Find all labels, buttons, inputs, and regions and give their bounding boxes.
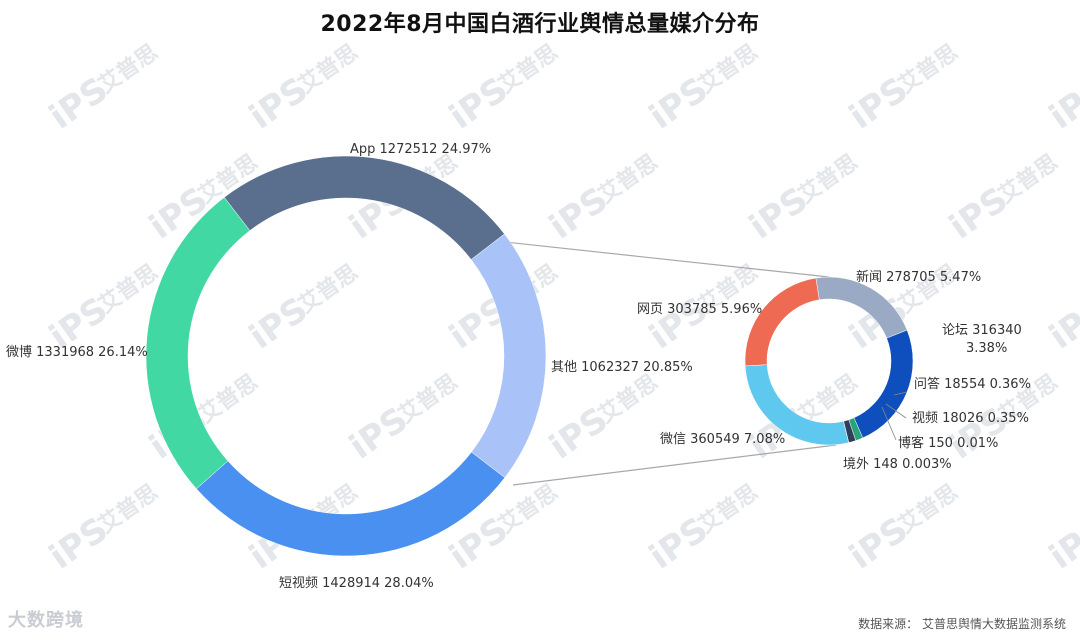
watermark-brand: 艾普思 [994,149,1063,208]
watermark-brand: 艾普思 [194,369,263,428]
secondary-donut [744,276,914,446]
main-donut [145,155,547,557]
label-wechat: 微信 360549 7.08% [660,432,785,447]
watermark-brand: 艾普思 [294,259,363,318]
leader-line-qa [893,391,908,396]
label-forum-line2: 3.38% [966,341,1007,356]
watermark-logo: iPS [1042,290,1080,358]
label-blog: 博客 150 0.01% [898,435,998,451]
watermark-brand: 艾普思 [494,39,563,98]
label-other: 其他 1062327 20.85% [551,360,693,375]
watermark-brand: 艾普思 [294,39,363,98]
connector-line-0 [504,241,830,278]
leader-line-video [885,403,907,419]
source-note: 数据来源： 艾普思舆情大数据监测系统 [858,617,1066,631]
label-weibo: 微博 1331968 26.14% [6,345,148,360]
label-app: App 1272512 24.97% [350,142,491,157]
leader-line-blog [881,406,897,441]
brand-logo: 大数跨境 [8,610,84,631]
label-news: 新闻 278705 5.47% [856,269,981,285]
watermark-brand: 艾普思 [594,149,663,208]
watermark-brand: 艾普思 [894,39,963,98]
main-slice-3 [145,196,251,490]
label-overseas: 境外 148 0.003% [843,457,952,472]
watermark-brand: 艾普思 [394,369,463,428]
connector-line-1 [512,444,837,486]
watermark-logo: iPS [1042,510,1080,578]
watermark-brand: 艾普思 [494,479,563,538]
watermark-brand: 艾普思 [894,479,963,538]
watermark-brand: 艾普思 [694,479,763,538]
label-video: 视频 18026 0.35% [912,411,1029,426]
label-forum-line1: 论坛 316340 [942,323,1022,338]
label-webpage: 网页 303785 5.96% [637,302,762,317]
watermark-brand: 艾普思 [94,39,163,98]
chart-title: 2022年8月中国白酒行业舆情总量媒介分布 [320,12,760,37]
label-qa: 问答 18554 0.36% [914,376,1031,392]
watermark-brand: 艾普思 [794,149,863,208]
watermark-logo: iPS [1042,70,1080,138]
watermark-brand: 艾普思 [894,259,963,318]
watermark-brand: 艾普思 [694,39,763,98]
watermark-brand: 艾普思 [94,479,163,538]
watermark-layer: iPS艾普思iPS艾普思iPS艾普思iPS艾普思iPS艾普思iPS艾普思iPS艾… [42,39,1080,578]
watermark-brand: 艾普思 [594,369,663,428]
sub-slice-7 [744,277,820,367]
connector-lines [504,241,837,486]
label-short-video: 短视频 1428914 28.04% [279,576,434,591]
